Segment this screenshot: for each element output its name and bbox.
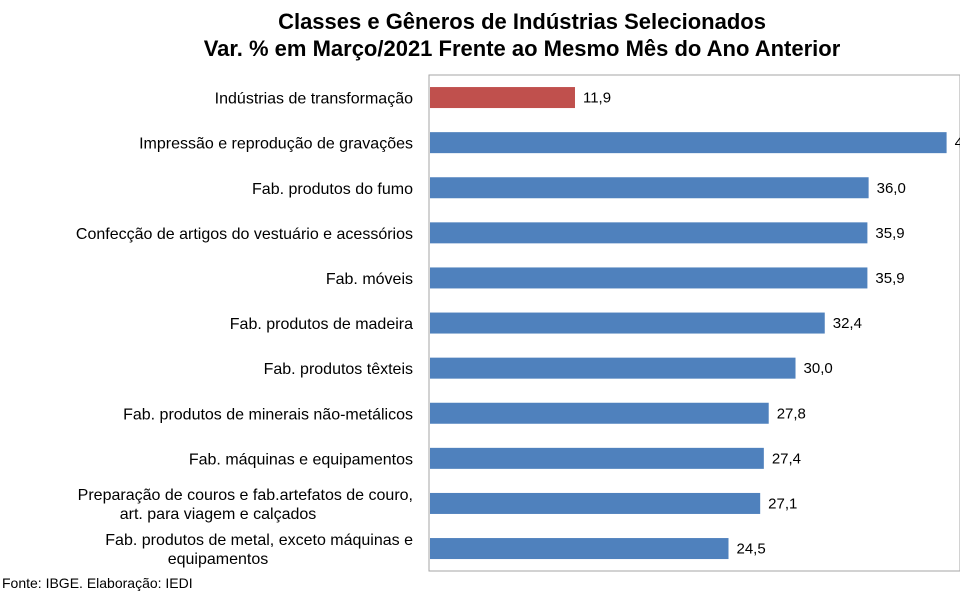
value-label: 32,4 xyxy=(833,315,862,332)
category-label: Impressão e reprodução de gravações xyxy=(139,136,413,153)
plot-area: Indústrias de transformação Impressão e r… xyxy=(76,74,960,572)
chart-title-line-1: Classes e Gêneros de Indústrias Selecion… xyxy=(278,9,766,34)
bar xyxy=(430,402,769,424)
category-label: Fab. produtos de metal, exceto máquinas … xyxy=(105,532,413,549)
category-label: equipamentos xyxy=(168,551,269,568)
value-label: 11,9 xyxy=(583,90,611,107)
bar xyxy=(430,177,869,199)
category-label: Fab. máquinas e equipamentos xyxy=(189,451,413,468)
value-label: 24,5 xyxy=(737,541,766,558)
category-label: Fab. móveis xyxy=(326,271,413,288)
bar xyxy=(430,357,796,379)
bar xyxy=(430,492,761,514)
plot-frame xyxy=(428,74,960,572)
bars-layer xyxy=(430,87,947,560)
value-label: 27,8 xyxy=(777,405,806,422)
category-label: art. para viagem e calçados xyxy=(120,506,317,523)
value-label: 35,9 xyxy=(875,270,904,287)
bar xyxy=(430,538,729,560)
source-note: Fonte: IBGE. Elaboração: IEDI xyxy=(2,575,193,591)
category-label: Preparação de couros e fab.artefatos de … xyxy=(78,487,413,504)
bar xyxy=(430,222,868,244)
value-label: 30,0 xyxy=(804,360,833,377)
value-labels-layer: 11,9 42,4 36,0 35,9 35,9 32,4 30,0 27,8 27,4 27,1… xyxy=(583,90,960,558)
bar xyxy=(430,87,575,109)
bar xyxy=(430,267,868,289)
value-label: 42,4 xyxy=(955,135,960,152)
category-label: Fab. produtos do fumo xyxy=(252,181,413,198)
category-label: Fab. produtos têxteis xyxy=(264,361,413,378)
category-label: Fab. produtos de minerais não-metálicos xyxy=(123,406,413,423)
value-label: 27,4 xyxy=(772,450,801,467)
category-label: Confecção de artigos do vestuário e aces… xyxy=(76,226,413,243)
value-label: 36,0 xyxy=(877,180,906,197)
bar xyxy=(430,312,825,334)
bar xyxy=(430,132,947,154)
category-labels-layer: Indústrias de transformação Impressão e r… xyxy=(76,91,413,568)
chart-title-line-2: Var. % em Março/2021 Frente ao Mesmo Mês… xyxy=(204,36,841,61)
value-label: 35,9 xyxy=(875,225,904,242)
category-label: Indústrias de transformação xyxy=(215,91,413,108)
category-label: Fab. produtos de madeira xyxy=(230,316,413,333)
value-label: 27,1 xyxy=(768,495,797,512)
bar xyxy=(430,447,764,469)
